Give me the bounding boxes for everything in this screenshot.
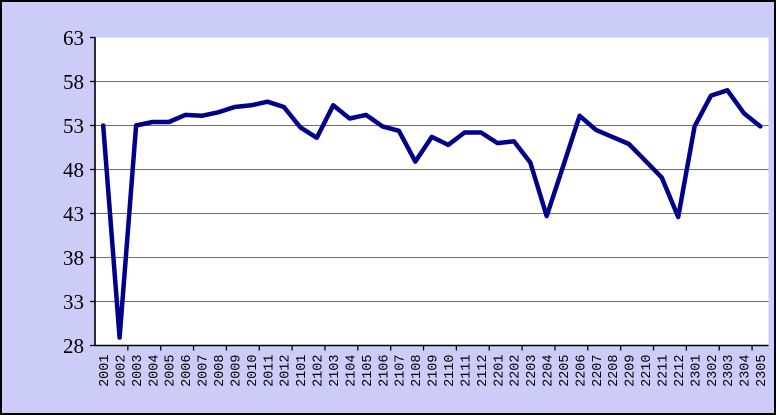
x-axis-label: 2209 [624, 355, 639, 387]
x-axis-label: 2004 [147, 355, 162, 387]
x-axis-label: 2010 [246, 355, 261, 387]
x-axis-label: 2205 [558, 355, 573, 387]
y-axis-label: 53 [63, 114, 84, 138]
x-axis-label: 2109 [427, 355, 442, 387]
y-axis-label: 58 [63, 70, 84, 94]
x-axis-label: 2009 [229, 355, 244, 387]
x-axis-label: 2003 [131, 355, 146, 387]
x-axis-label: 2211 [657, 355, 672, 387]
x-axis-label: 2301 [689, 355, 704, 387]
plot-area [95, 37, 769, 346]
x-axis-label: 2005 [164, 355, 179, 387]
x-axis-label: 2108 [410, 355, 425, 387]
x-axis-label: 2001 [98, 355, 113, 387]
x-axis-label: 2212 [673, 355, 688, 387]
x-axis-label: 2012 [279, 355, 294, 387]
x-axis-label: 2105 [361, 355, 376, 387]
y-axis-label: 43 [63, 202, 84, 226]
x-axis-label: 2112 [476, 354, 491, 386]
x-axis-label: 2104 [344, 355, 359, 387]
y-axis-label: 63 [63, 26, 84, 50]
x-axis-label: 2203 [525, 355, 540, 387]
x-axis-label: 2006 [180, 355, 195, 387]
x-axis-label: 2204 [542, 355, 557, 387]
x-axis-label: 2107 [394, 355, 409, 387]
x-axis-label: 2208 [607, 355, 622, 387]
x-axis-label: 2008 [213, 355, 228, 387]
x-axis-label: 2106 [377, 355, 392, 387]
x-axis-label: 2302 [706, 355, 721, 387]
x-axis-label: 2102 [312, 355, 327, 387]
x-axis-label: 2007 [197, 355, 212, 387]
y-axis-label: 28 [63, 334, 84, 358]
x-axis-label: 2303 [722, 355, 737, 387]
x-axis-label: 2304 [739, 355, 754, 387]
x-axis-label: 2110 [443, 355, 458, 387]
x-axis-label: 2210 [640, 355, 655, 387]
x-axis-label: 2206 [574, 355, 589, 387]
x-axis-label: 2111 [459, 355, 474, 387]
x-axis-label: 2101 [295, 355, 310, 387]
y-axis-label: 48 [63, 158, 84, 182]
x-axis-label: 2002 [114, 355, 129, 387]
x-axis-label: 2011 [262, 355, 277, 387]
x-axis-label: 2103 [328, 355, 343, 387]
x-axis-label: 2305 [755, 355, 770, 387]
x-axis-label: 2201 [492, 355, 507, 387]
pmi-output-index-line [100, 88, 763, 340]
y-axis-label: 38 [63, 246, 84, 270]
y-axis-label: 33 [63, 290, 84, 314]
x-axis-label: 2207 [591, 355, 606, 387]
x-axis-label: 2202 [509, 355, 524, 387]
